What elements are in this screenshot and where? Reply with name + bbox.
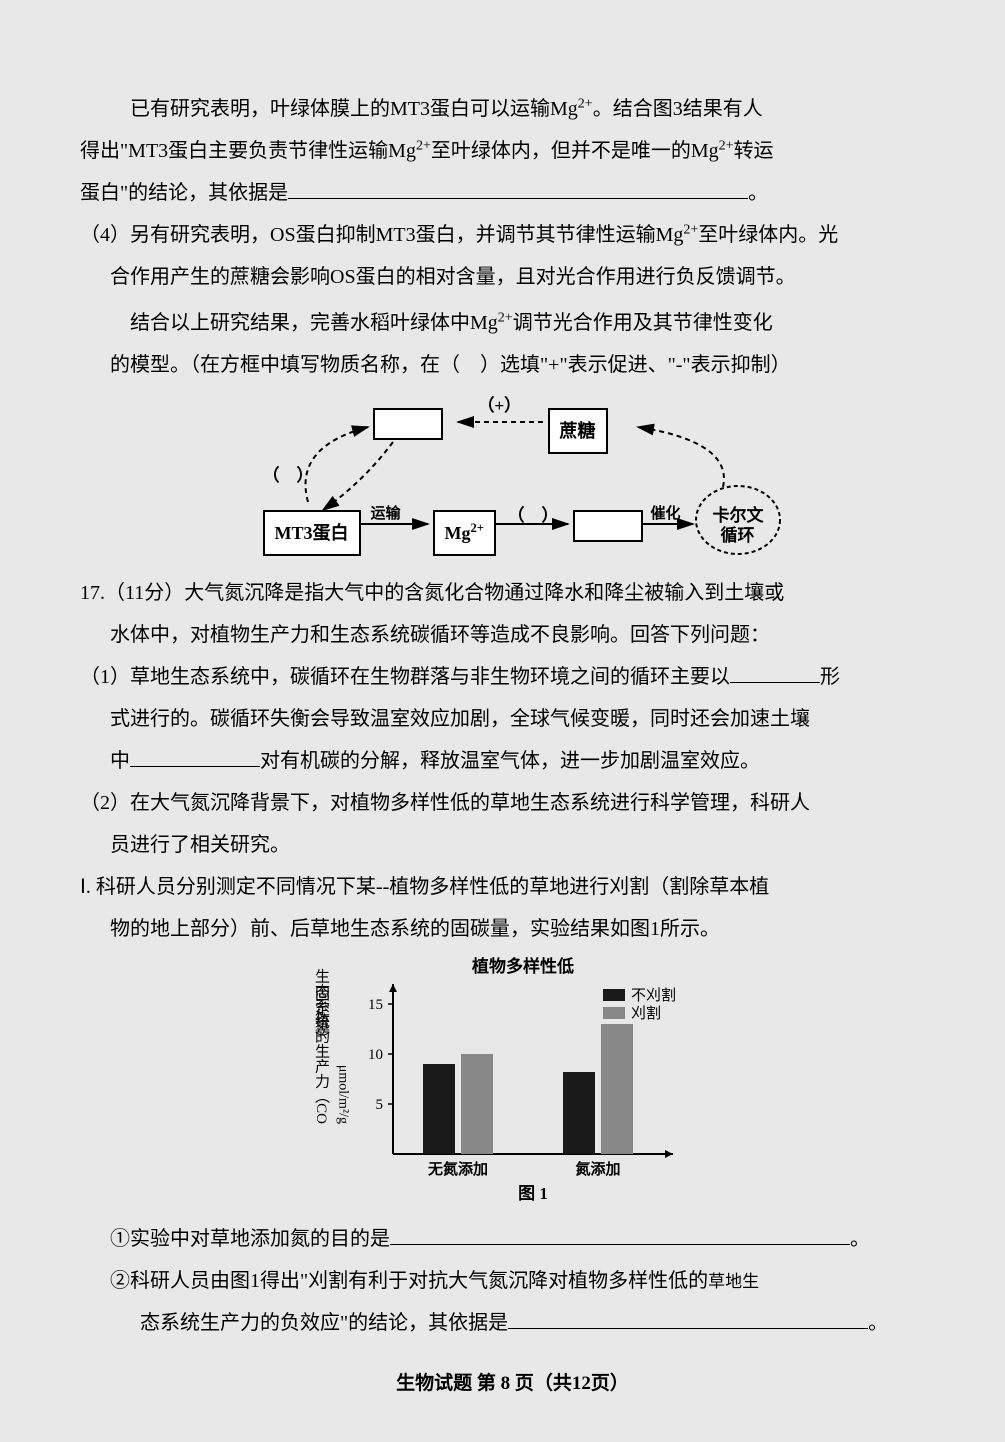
text: 已有研究表明，叶绿体膜上的MT3蛋白可以运输Mg (130, 98, 578, 120)
diagram-box-sucrose: 蔗糖 (548, 408, 608, 454)
diagram-box-empty[interactable] (373, 408, 443, 440)
question-17-I: Ⅰ. 科研人员分别测定不同情况下某--植物多样性低的草地进行刈割（割除草本植 (80, 868, 945, 906)
text: 物的地上部分）前、后草地生态系统的固碳量，实验结果如图1所示。 (110, 918, 720, 940)
text: 至叶绿体内，但并不是唯一的Mg (431, 140, 719, 162)
svg-text:10: 10 (368, 1047, 383, 1063)
paragraph-line: 合作用产生的蔗糖会影响OS蛋白的相对含量，且对光合作用进行负反馈调节。 (80, 258, 945, 296)
text: 转运 (734, 140, 774, 162)
bar-chart: 植物多样性低51015生态系统的生产力（CO2固定量）μmol/m²/g无氮添加… (80, 954, 945, 1214)
text: 大气氮沉降是指大气中的含氮化合物通过降水和降尘被输入到土壤或 (184, 582, 784, 604)
svg-text:固定量）: 固定量） (313, 986, 330, 1046)
diagram-box-empty[interactable] (573, 510, 643, 542)
question-sub1: ①实验中对草地添加氮的目的是。 (80, 1220, 945, 1258)
superscript: 2+ (719, 138, 734, 153)
text: 得出"MT3蛋白主要负责节律性运输Mg (80, 140, 416, 162)
text: 另有研究表明，OS蛋白抑制MT3蛋白，并调节其节律性运输Mg (130, 224, 683, 246)
paragraph-line: 得出"MT3蛋白主要负责节律性运输Mg2+至叶绿体内，但并不是唯一的Mg2+转运 (80, 132, 945, 170)
svg-text:图 1: 图 1 (518, 1184, 548, 1203)
text: 的模型。（在方框中填写物质名称，在（ ）选填"+"表示促进、"-"表示抑制） (110, 354, 791, 376)
text: 中 (110, 750, 130, 772)
paragraph-line: 态系统生产力的负效应"的结论，其依据是。 (80, 1304, 945, 1342)
svg-text:5: 5 (375, 1097, 383, 1113)
diagram-label-plus: （+） (478, 390, 522, 422)
svg-text:植物多样性低: 植物多样性低 (472, 956, 574, 976)
q-prefix: Ⅰ. (80, 876, 91, 898)
q-prefix: （1） (80, 666, 130, 688)
paragraph-line: 中 对有机碳的分解，释放温室气体，进一步加剧温室效应。 (80, 742, 945, 780)
diagram-label-transport: 运输 (371, 500, 401, 529)
fill-blank[interactable] (390, 1221, 850, 1245)
fill-blank[interactable] (730, 659, 820, 683)
question-4: （4）另有研究表明，OS蛋白抑制MT3蛋白，并调节其节律性运输Mg2+至叶绿体内… (80, 216, 945, 254)
svg-text:μmol/m²/g: μmol/m²/g (335, 1065, 350, 1124)
fill-blank[interactable] (130, 743, 260, 767)
text: 科研人员分别测定不同情况下某--植物多样性低的草地进行刈割（割除草本植 (96, 876, 769, 898)
superscript: 2+ (578, 96, 593, 111)
text: 调节光合作用及其节律性变化 (513, 312, 773, 334)
paragraph-line: 蛋白"的结论，其依据是。 (80, 174, 945, 212)
superscript: 2+ (683, 222, 698, 237)
q-prefix: ① (110, 1228, 130, 1250)
svg-text:不刈割: 不刈割 (631, 987, 676, 1004)
text: 员进行了相关研究。 (110, 834, 290, 856)
diagram-label-paren[interactable]: （ ） (263, 460, 314, 492)
superscript: 2+ (416, 138, 431, 153)
text: 结合以上研究结果，完善水稻叶绿体中Mg (130, 312, 498, 334)
text: 对有机碳的分解，释放温室气体，进一步加剧温室效应。 (260, 750, 760, 772)
paragraph-line: 式进行的。碳循环失衡会导致温室效应加剧，全球气候变暖，同时还会加速土壤 (80, 700, 945, 738)
q-prefix: （2） (80, 792, 130, 814)
diagram-label-calvin2: 循环 (721, 520, 755, 552)
flow-diagram: 蔗糖 MT3蛋白 Mg2+ 卡尔文 循环 （+） （ ） 运输 （ ） 催化 (80, 392, 945, 562)
text: 至叶绿体内。光 (698, 224, 838, 246)
paragraph-line: 物的地上部分）前、后草地生态系统的固碳量，实验结果如图1所示。 (80, 910, 945, 948)
diagram-label-catalyze: 催化 (651, 500, 681, 529)
question-17-1: （1）草地生态系统中，碳循环在生物群落与非生物环境之间的循环主要以 形 (80, 658, 945, 696)
text: 科研人员由图1得出"刈割有利于对抗大气氮沉降对植物多样性低的 (130, 1270, 708, 1292)
fill-blank[interactable] (288, 175, 748, 199)
svg-text:无氮添加: 无氮添加 (426, 1160, 487, 1178)
text: 合作用产生的蔗糖会影响OS蛋白的相对含量，且对光合作用进行负反馈调节。 (110, 266, 796, 288)
superscript: 2+ (498, 310, 513, 325)
diagram-box-mt3: MT3蛋白 (263, 510, 361, 556)
q-points: （11分） (105, 582, 184, 604)
text: 实验中对草地添加氮的目的是 (130, 1228, 390, 1250)
q-prefix: ② (110, 1270, 130, 1292)
text: 态系统生产力的负效应"的结论，其依据是 (140, 1312, 508, 1334)
footer-post: 页（共12页） (515, 1373, 629, 1394)
page-footer: 生物试题 第 8 页（共12页） (80, 1366, 945, 1402)
fill-blank[interactable] (508, 1305, 868, 1329)
diagram-box-mg: Mg2+ (433, 510, 496, 556)
text: 在大气氮沉降背景下，对植物多样性低的草地生态系统进行科学管理，科研人 (130, 792, 810, 814)
svg-text:刈割: 刈割 (631, 1005, 661, 1022)
text: 式进行的。碳循环失衡会导致温室效应加剧，全球气候变暖，同时还会加速土壤 (110, 708, 810, 730)
text: 形 (820, 666, 840, 688)
paragraph-line: 员进行了相关研究。 (80, 826, 945, 864)
text: 水体中，对植物生产力和生态系统碳循环等造成不良影响。回答下列问题： (110, 624, 770, 646)
svg-text:15: 15 (368, 997, 383, 1013)
paragraph-line: 结合以上研究结果，完善水稻叶绿体中Mg2+调节光合作用及其节律性变化 (80, 304, 945, 342)
question-sub2: ②科研人员由图1得出"刈割有利于对抗大气氮沉降对植物多样性低的草地生 (80, 1262, 945, 1300)
q-prefix: （4） (80, 224, 130, 246)
paragraph-line: 的模型。（在方框中填写物质名称，在（ ）选填"+"表示促进、"-"表示抑制） (80, 346, 945, 384)
text: 蛋白"的结论，其依据是 (80, 182, 288, 204)
diagram-label-paren[interactable]: （ ） (508, 500, 559, 532)
text: 草地生态系统中，碳循环在生物群落与非生物环境之间的循环主要以 (130, 666, 730, 688)
question-17: 17.（11分）大气氮沉降是指大气中的含氮化合物通过降水和降尘被输入到土壤或 (80, 574, 945, 612)
q-number: 17. (80, 582, 105, 604)
svg-text:氮添加: 氮添加 (575, 1160, 620, 1178)
paragraph-intro: 已有研究表明，叶绿体膜上的MT3蛋白可以运输Mg2+。结合图3结果有人 (80, 90, 945, 128)
paragraph-line: 水体中，对植物生产力和生态系统碳循环等造成不良影响。回答下列问题： (80, 616, 945, 654)
text: 。结合图3结果有人 (593, 98, 763, 120)
question-17-2: （2）在大气氮沉降背景下，对植物多样性低的草地生态系统进行科学管理，科研人 (80, 784, 945, 822)
text: 草地生 (708, 1272, 759, 1291)
footer-num: 8 (501, 1373, 511, 1394)
footer-pre: 生物试题 第 (396, 1373, 496, 1394)
